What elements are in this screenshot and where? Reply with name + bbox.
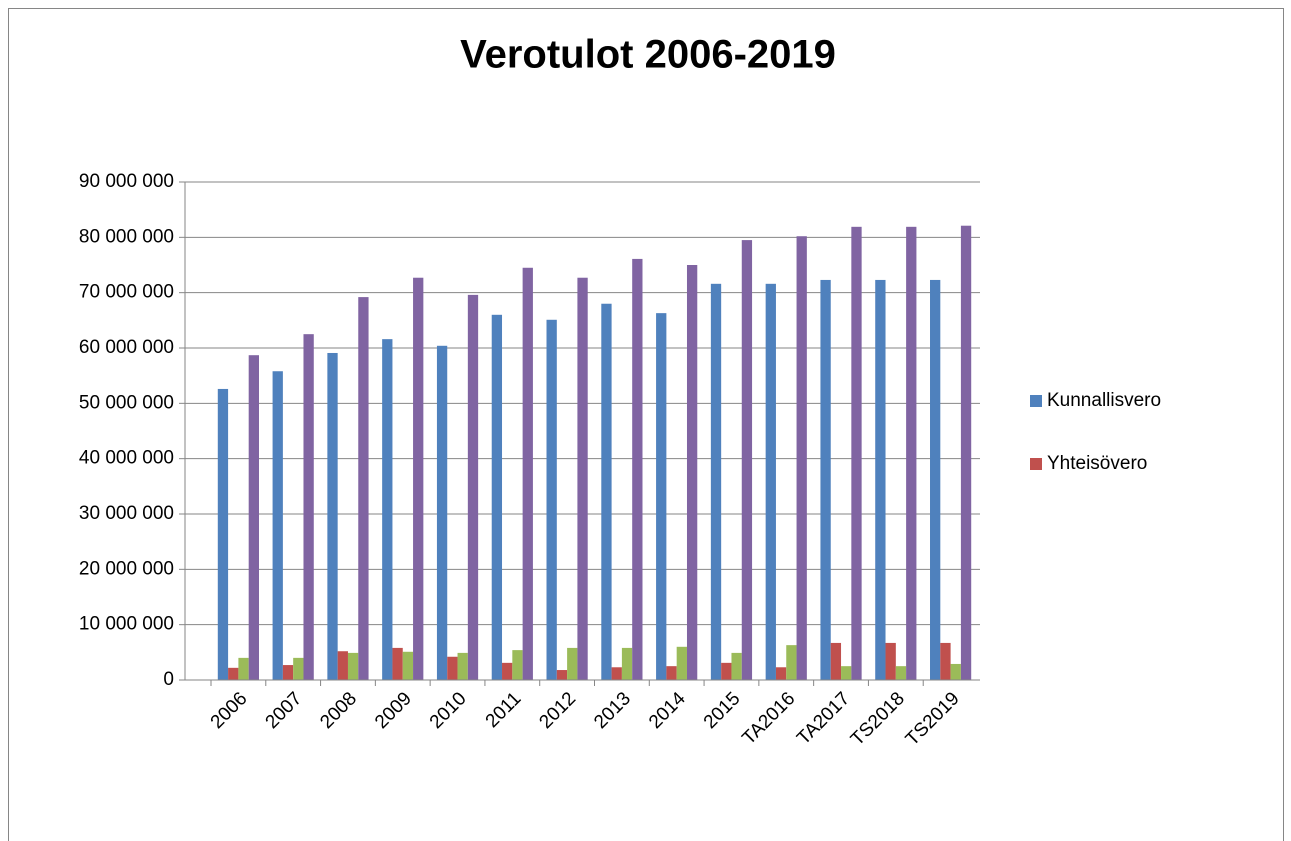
bar bbox=[841, 666, 852, 680]
bar bbox=[906, 226, 917, 680]
y-tick-label: 80 000 000 bbox=[79, 226, 174, 247]
y-tick-label: 90 000 000 bbox=[79, 171, 174, 192]
bar bbox=[228, 667, 239, 680]
bar bbox=[347, 652, 359, 680]
bar bbox=[303, 334, 314, 680]
bar bbox=[775, 667, 787, 680]
bar bbox=[491, 314, 503, 680]
bar bbox=[786, 645, 797, 680]
chart-title: Verotulot 2006-2019 bbox=[460, 33, 836, 77]
bar bbox=[217, 388, 229, 680]
bar bbox=[940, 642, 951, 680]
bar bbox=[741, 240, 753, 680]
bar bbox=[676, 646, 687, 680]
bar bbox=[413, 277, 424, 680]
bar bbox=[293, 657, 304, 680]
bar bbox=[621, 647, 633, 680]
bar bbox=[721, 662, 732, 680]
bar bbox=[272, 371, 283, 680]
bar bbox=[930, 279, 941, 680]
bar bbox=[546, 319, 557, 680]
bar bbox=[392, 647, 403, 680]
legend-label: Kunnallisvero bbox=[1047, 390, 1161, 411]
legend-swatch bbox=[1030, 458, 1042, 470]
y-tick-label: 20 000 000 bbox=[79, 558, 174, 579]
y-tick-label: 0 bbox=[163, 669, 174, 690]
bar bbox=[522, 267, 533, 680]
bar bbox=[457, 652, 468, 680]
bar bbox=[556, 670, 568, 680]
bar bbox=[885, 642, 896, 680]
bar bbox=[248, 355, 259, 680]
bar bbox=[666, 666, 677, 680]
y-tick-label: 50 000 000 bbox=[79, 392, 174, 413]
bar bbox=[382, 339, 393, 680]
legend-swatch bbox=[1030, 395, 1042, 407]
bar bbox=[512, 650, 523, 680]
bar bbox=[765, 283, 776, 680]
bar bbox=[467, 294, 479, 680]
bar bbox=[282, 665, 294, 680]
bar bbox=[686, 265, 698, 680]
y-tick-label: 10 000 000 bbox=[79, 614, 174, 635]
bar bbox=[601, 303, 612, 680]
bar bbox=[238, 657, 249, 680]
bar bbox=[402, 651, 414, 680]
bar bbox=[950, 663, 961, 680]
bar bbox=[710, 283, 722, 680]
bar bbox=[567, 647, 578, 680]
bar bbox=[436, 345, 448, 680]
bar bbox=[502, 662, 513, 680]
bar bbox=[875, 279, 886, 680]
y-tick-label: 70 000 000 bbox=[79, 282, 174, 303]
bar bbox=[337, 651, 348, 680]
bar bbox=[577, 277, 588, 680]
bar bbox=[611, 667, 622, 680]
bar bbox=[895, 666, 907, 680]
legend-label: Yhteisövero bbox=[1047, 453, 1147, 474]
y-tick-label: 60 000 000 bbox=[79, 337, 174, 358]
bar bbox=[447, 656, 458, 680]
bar bbox=[656, 313, 667, 680]
bar bbox=[358, 297, 369, 680]
y-tick-label: 40 000 000 bbox=[79, 448, 174, 469]
bar bbox=[731, 652, 742, 680]
bar bbox=[632, 258, 643, 680]
bar bbox=[327, 352, 338, 680]
bar bbox=[796, 236, 807, 680]
bar bbox=[820, 279, 831, 680]
bar bbox=[960, 225, 972, 681]
y-tick-label: 30 000 000 bbox=[79, 503, 174, 524]
bar bbox=[830, 642, 842, 680]
bar bbox=[851, 226, 862, 680]
